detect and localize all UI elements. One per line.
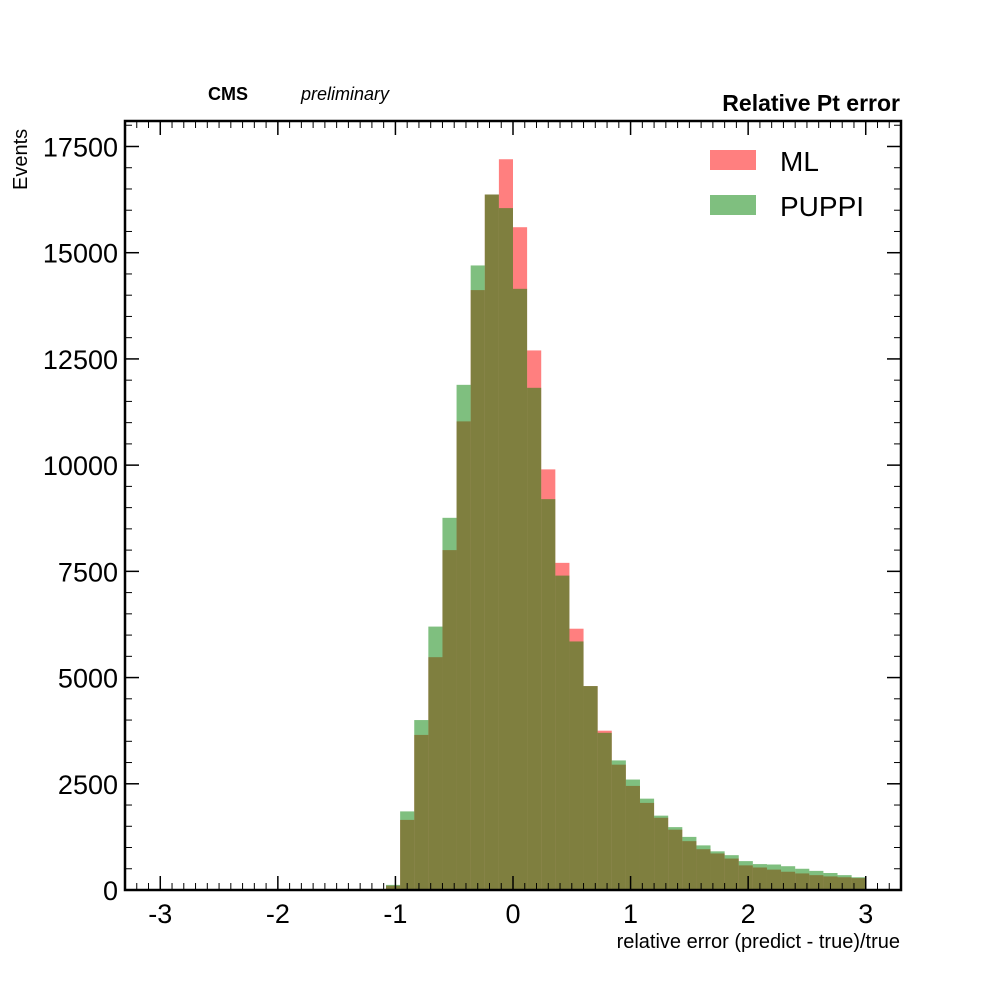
bar-puppi-49 bbox=[851, 877, 866, 890]
plot-frame bbox=[123, 119, 903, 892]
status-label: preliminary bbox=[300, 84, 390, 104]
bar-puppi-47 bbox=[823, 873, 838, 890]
chart-title: Relative Pt error bbox=[722, 90, 900, 116]
legend-swatch-ml bbox=[710, 150, 756, 170]
bar-puppi-21 bbox=[456, 384, 471, 890]
bar-puppi-28 bbox=[555, 575, 570, 890]
y-tick-label: 15000 bbox=[43, 239, 118, 269]
bar-puppi-23 bbox=[484, 194, 499, 890]
bar-puppi-34 bbox=[639, 798, 655, 890]
bar-puppi-19 bbox=[428, 626, 443, 890]
bar-puppi-46 bbox=[809, 870, 824, 890]
legend-label-ml: ML bbox=[780, 146, 819, 177]
bar-puppi-37 bbox=[682, 836, 697, 890]
y-tick-label: 10000 bbox=[43, 451, 118, 481]
y-tick-label: 7500 bbox=[58, 557, 118, 587]
bar-puppi-41 bbox=[738, 861, 753, 890]
bar-puppi-48 bbox=[837, 875, 852, 890]
tick-labels: -3 -2 -1 0 1 2 3 0 2500 5000 7500 10000 12500 15000 17… bbox=[43, 132, 873, 929]
bar-puppi-27 bbox=[541, 499, 556, 890]
x-tick-label: 0 bbox=[505, 899, 520, 929]
bar-puppi-17 bbox=[400, 811, 415, 890]
bar-puppi-32 bbox=[611, 760, 626, 890]
bar-puppi-43 bbox=[766, 864, 782, 890]
bar-puppi-33 bbox=[625, 779, 640, 890]
bar-puppi-45 bbox=[795, 868, 810, 890]
y-tick-label: 0 bbox=[103, 876, 118, 906]
bar-puppi-30 bbox=[583, 686, 598, 890]
legend: ML PUPPI bbox=[710, 146, 864, 222]
x-axis-label: relative error (predict - true)/true bbox=[617, 931, 900, 953]
bar-puppi-42 bbox=[752, 864, 767, 890]
bar-puppi-24 bbox=[498, 208, 513, 890]
bar-puppi-38 bbox=[696, 845, 711, 890]
experiment-label: CMS bbox=[208, 84, 248, 104]
bar-puppi-16 bbox=[386, 884, 401, 890]
x-tick-label: -2 bbox=[266, 899, 290, 929]
puppi-series bbox=[386, 194, 866, 891]
bar-puppi-39 bbox=[710, 851, 725, 890]
bar-puppi-31 bbox=[597, 732, 612, 890]
y-tick-label: 2500 bbox=[58, 770, 118, 800]
bar-puppi-44 bbox=[781, 866, 796, 890]
bar-puppi-35 bbox=[654, 815, 669, 890]
bar-puppi-29 bbox=[569, 641, 584, 890]
y-axis-label: Events bbox=[10, 129, 32, 190]
legend-label-puppi: PUPPI bbox=[780, 191, 864, 222]
bar-puppi-25 bbox=[513, 288, 528, 890]
x-tick-label: 3 bbox=[858, 899, 873, 929]
bar-puppi-36 bbox=[668, 827, 683, 890]
x-tick-label: -1 bbox=[383, 899, 407, 929]
bar-puppi-18 bbox=[414, 720, 429, 890]
y-tick-label: 12500 bbox=[43, 345, 118, 375]
y-tick-label: 5000 bbox=[58, 664, 118, 694]
bar-puppi-40 bbox=[724, 855, 739, 890]
x-tick-label: 2 bbox=[741, 899, 756, 929]
y-tick-label: 17500 bbox=[43, 132, 118, 162]
bar-puppi-26 bbox=[527, 387, 542, 890]
x-tick-label: -3 bbox=[148, 899, 172, 929]
legend-swatch-puppi bbox=[710, 195, 756, 215]
x-tick-label: 1 bbox=[623, 899, 638, 929]
bar-puppi-20 bbox=[442, 517, 457, 890]
bar-puppi-22 bbox=[470, 265, 485, 891]
